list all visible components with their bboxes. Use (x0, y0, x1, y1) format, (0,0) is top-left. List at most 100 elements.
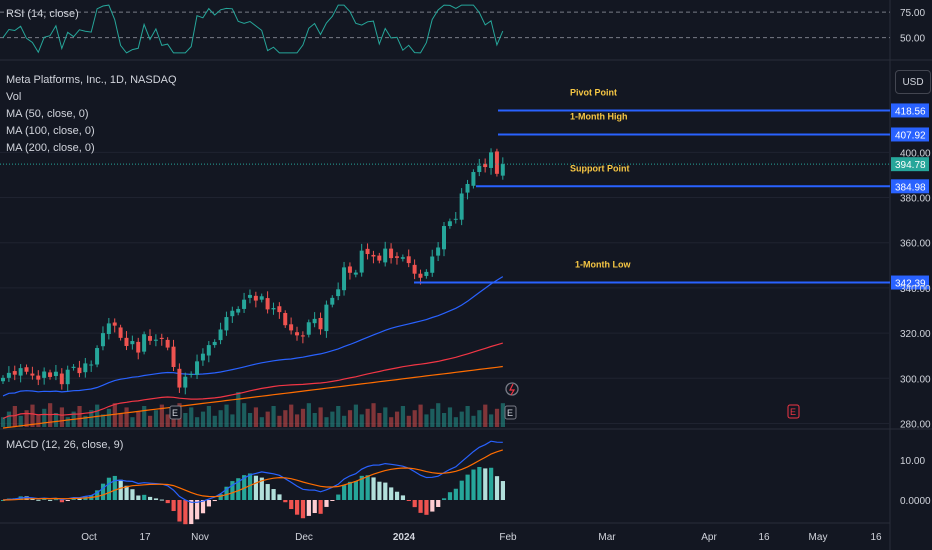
macd-histogram-bar (206, 500, 211, 507)
macd-histogram-bar (59, 500, 64, 503)
time-tick-label: Feb (499, 532, 517, 543)
volume-bar (442, 413, 447, 427)
macd-histogram-bar (277, 494, 282, 500)
macd-histogram-bar (347, 481, 353, 500)
candle-body (430, 256, 435, 273)
candle-body (12, 371, 17, 375)
legend-vol[interactable]: Vol (6, 91, 22, 103)
macd-histogram-bar (148, 496, 153, 500)
volume-bar (436, 403, 441, 427)
price-tick-label: 340.00 (900, 284, 931, 295)
macd-histogram-bar (189, 500, 194, 525)
candle-body (1, 377, 5, 382)
rsi-legend: RSI (14, close) (6, 6, 79, 23)
earnings-marker-label: E (790, 407, 796, 417)
macd-histogram-bar (371, 477, 376, 500)
macd-histogram-bar (36, 499, 41, 501)
level-tag (891, 127, 929, 142)
candle-body (218, 329, 223, 341)
candle-body (42, 371, 47, 378)
earnings-marker-label: E (172, 408, 178, 418)
candle-body (483, 163, 488, 168)
macd-histogram-bar (342, 485, 347, 500)
candle-body (365, 248, 370, 255)
candle-body (77, 367, 82, 374)
candle-body (295, 332, 299, 336)
volume-bar (183, 413, 188, 427)
candle-body (142, 334, 147, 352)
macd-histogram-bar (100, 483, 106, 500)
rsi-pane: 75.00 50.00 (0, 4, 925, 54)
candle-body (200, 353, 205, 361)
legend-ma100[interactable]: MA (100, close, 0) (6, 125, 95, 137)
macd-histogram-bar (312, 500, 317, 514)
candle-body (389, 248, 394, 259)
volume-bar (89, 410, 94, 427)
legend-ma200[interactable]: MA (200, close, 0) (6, 142, 95, 154)
macd-tick-label: 10.00 (900, 456, 925, 467)
symbol-title[interactable]: Meta Platforms, Inc., 1D, NASDAQ (6, 74, 177, 86)
macd-histogram-bar (412, 500, 417, 508)
candle-body (347, 266, 352, 273)
volume-bar (418, 404, 423, 427)
macd-histogram-bar (247, 473, 253, 500)
level-tag-label: 407.92 (895, 130, 926, 141)
candle-body (30, 373, 35, 376)
candle-body (6, 372, 11, 378)
volume-bar (430, 408, 435, 427)
volume-bar (18, 415, 23, 427)
volume-bar (318, 407, 323, 427)
volume-bar (377, 413, 382, 427)
volume-bar (424, 414, 429, 427)
volume-bar (283, 410, 288, 427)
macd-histogram-bar (383, 482, 388, 500)
macd-label[interactable]: MACD (12, 26, close, 9) (6, 439, 124, 451)
macd-histogram-bar (318, 500, 323, 514)
macd-histogram-bar (283, 500, 288, 503)
candle-body (177, 368, 182, 388)
volume-bar (306, 403, 311, 427)
macd-histogram-bar (183, 500, 188, 525)
volume-bar (253, 407, 259, 427)
candle-body (18, 368, 23, 376)
macd-histogram-bar (230, 481, 235, 500)
candle-body (253, 295, 258, 301)
time-tick-label: Nov (191, 532, 209, 543)
volume-bar (342, 415, 347, 427)
ma100-line (2, 342, 503, 420)
macd-histogram-bar (389, 487, 394, 500)
volume-bar (200, 411, 206, 427)
legend-ma50[interactable]: MA (50, close, 0) (6, 108, 89, 120)
macd-histogram-bar (436, 500, 441, 508)
candle-body (71, 366, 76, 368)
volume-bar (206, 406, 211, 427)
volume-bar (242, 403, 247, 427)
macd-histogram-bar (418, 500, 423, 513)
time-tick-label: Oct (81, 532, 97, 543)
volume-bar (112, 403, 117, 427)
volume-bar (65, 417, 70, 427)
time-tick-label: 16 (870, 532, 882, 543)
price-tick-label: 360.00 (900, 239, 931, 250)
time-tick-label: Apr (701, 532, 717, 543)
earnings-marker-label: E (507, 408, 513, 418)
candle-body (289, 324, 294, 331)
level-label: Pivot Point (570, 87, 617, 97)
volume-bar (389, 417, 394, 427)
volume-bar (500, 403, 505, 427)
time-tick-label: Dec (295, 532, 313, 543)
candle-body (159, 337, 164, 339)
earnings-marker (787, 404, 800, 419)
time-tick-label: May (809, 532, 828, 543)
currency-button[interactable]: USD (895, 70, 931, 94)
volume-bar (359, 414, 364, 427)
volume-bar (100, 414, 106, 427)
macd-histogram-bar (42, 498, 47, 500)
macd-histogram-bar (136, 495, 141, 500)
candle-body (106, 323, 111, 335)
candle-body (477, 165, 482, 173)
level-label: 1-Month Low (575, 260, 631, 270)
candle-body (312, 318, 317, 324)
